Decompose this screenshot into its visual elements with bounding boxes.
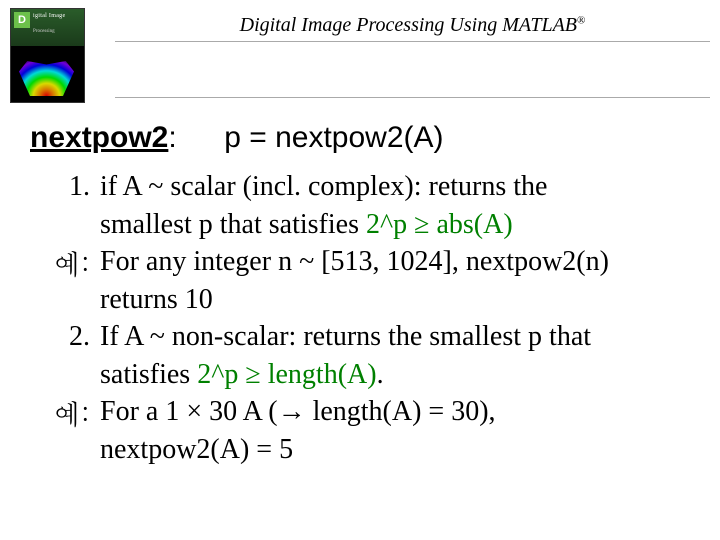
formula-text: 2^p ≥ abs(A)	[366, 209, 513, 240]
header-right: Digital Image Processing Using MATLAB®	[85, 8, 710, 98]
rule-top	[115, 41, 710, 42]
example-text: For a 1 × 30 A (→ length(A) = 30),	[100, 394, 690, 431]
book-title-line1: igital Image	[33, 13, 65, 19]
example-text: For any integer n ~ [513, 1024], nextpow…	[100, 244, 690, 281]
function-name: nextpow2	[30, 121, 168, 154]
text-fragment: satisfies	[100, 359, 197, 390]
function-colon: :	[168, 121, 176, 154]
book-cover-art	[19, 61, 74, 96]
function-heading: nextpow2: p = nextpow2(A)	[30, 121, 690, 155]
item-number: 2.	[30, 319, 100, 356]
text-fragment: smallest p that satisfies	[100, 209, 366, 240]
title-sup: ®	[577, 14, 585, 26]
page-title: Digital Image Processing Using MATLAB®	[115, 14, 710, 41]
example-continuation: nextpow2(A) = 5	[30, 432, 690, 469]
formula-text: 2^p ≥ length(A)	[197, 359, 376, 390]
title-text: Digital Image Processing Using MATLAB	[240, 14, 577, 36]
book-title-line2: Processing	[33, 29, 55, 34]
example-continuation: returns 10	[30, 282, 690, 319]
item-text: If A ~ non-scalar: returns the smallest …	[100, 319, 690, 356]
description-list: 1. if A ~ scalar (incl. complex): return…	[30, 169, 690, 469]
rule-bottom	[115, 97, 710, 98]
slide-header: D igital Image Processing Digital Image …	[0, 0, 720, 103]
example-item: 예: For a 1 × 30 A (→ length(A) = 30),	[30, 394, 690, 431]
item-text: if A ~ scalar (incl. complex): returns t…	[100, 169, 690, 206]
example-label: 예:	[30, 244, 100, 281]
item-number: 1.	[30, 169, 100, 206]
list-item: 1. if A ~ scalar (incl. complex): return…	[30, 169, 690, 206]
text-fragment: .	[377, 359, 384, 390]
slide-content: nextpow2: p = nextpow2(A) 1. if A ~ scal…	[0, 103, 720, 469]
list-item: 2. If A ~ non-scalar: returns the smalle…	[30, 319, 690, 356]
example-item: 예: For any integer n ~ [513, 1024], next…	[30, 244, 690, 281]
item-continuation: satisfies 2^p ≥ length(A).	[30, 357, 690, 394]
book-thumbnail: D igital Image Processing	[10, 8, 85, 103]
book-badge: D	[14, 12, 30, 28]
item-continuation: smallest p that satisfies 2^p ≥ abs(A)	[30, 207, 690, 244]
function-signature: p = nextpow2(A)	[224, 121, 443, 154]
example-label: 예:	[30, 394, 100, 431]
